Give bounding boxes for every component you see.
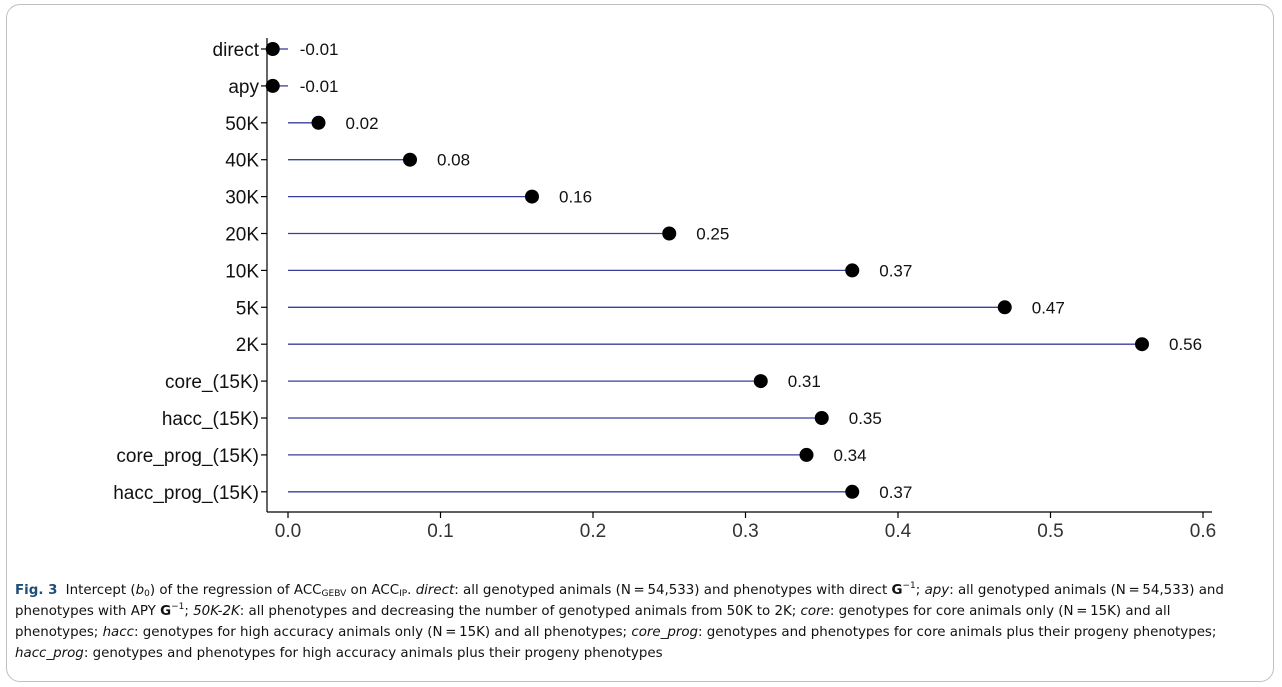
caption-subscript: IP (399, 589, 408, 599)
x-tick-label: 0.5 (1037, 521, 1063, 542)
y-tick-label: direct (213, 40, 260, 61)
caption-text: : all genotyped animals (N = 54,533) and… (15, 583, 1224, 619)
caption-text: : all genotyped animals (N = 54,533) and… (454, 583, 892, 598)
caption-symbol: b (135, 583, 145, 598)
lollipop-point (662, 226, 677, 241)
caption-text: : all phenotypes and decreasing the numb… (239, 604, 801, 619)
y-tick-label: 10K (225, 261, 259, 282)
lollipop-point (265, 78, 280, 93)
y-tick-label: 50K (225, 114, 259, 135)
value-label: 0.37 (879, 261, 912, 280)
caption-text: : genotypes for high accuracy animals on… (133, 625, 632, 640)
value-label: 0.31 (788, 372, 821, 391)
caption-text: : genotypes and phenotypes for core anim… (698, 625, 1217, 640)
lollipop-point (845, 484, 860, 499)
caption-text: on ACC (346, 583, 400, 598)
value-label: 0.47 (1032, 298, 1065, 317)
lollipop-chart: 0.0 0.1 0.2 0.3 0.4 0.5 0.6 direct -0.01 apy -0.01… (113, 38, 1216, 542)
caption-matrix: G (160, 604, 172, 619)
value-label: -0.01 (300, 77, 339, 96)
caption-term: direct (415, 583, 455, 598)
caption-term: 50K-2K (193, 604, 240, 619)
caption-term: core_prog (631, 625, 699, 640)
caption-text: : genotypes and phenotypes for high accu… (83, 646, 663, 661)
caption-text: Intercept ( (65, 583, 136, 598)
lollipop-point (845, 263, 860, 278)
caption-matrix: G (891, 583, 903, 598)
y-tick-label: 20K (225, 225, 259, 246)
value-label: 0.16 (559, 188, 592, 207)
lollipop-point (525, 189, 539, 204)
caption-text: ; (915, 583, 925, 598)
figure-frame (6, 4, 1274, 682)
x-tick-label: 0.2 (580, 521, 606, 542)
y-tick-label: core_(15K) (165, 372, 259, 393)
x-tick-label: 0.6 (1190, 521, 1216, 542)
figure-caption: Fig. 3 Intercept (b0) of the regression … (15, 580, 1255, 664)
x-tick-label: 0.4 (885, 521, 912, 542)
lollipop-point (1135, 337, 1149, 352)
y-tick-label: core_prog_(15K) (116, 446, 259, 467)
caption-term: hacc (102, 625, 134, 640)
lollipop-point (753, 374, 768, 389)
figure-label: Fig. 3 (15, 583, 58, 598)
value-label: 0.08 (437, 151, 470, 170)
y-tick-label: 40K (225, 151, 259, 172)
caption-text: : genotypes for core animals only (N = 1… (15, 604, 1171, 640)
caption-subscript: GEBV (321, 589, 347, 599)
y-tick-label: hacc_(15K) (162, 409, 259, 430)
x-tick-label: 0.3 (732, 521, 758, 542)
value-label: -0.01 (300, 40, 339, 59)
caption-superscript: −1 (902, 581, 916, 591)
lollipop-point (311, 115, 326, 130)
caption-text: ; (184, 604, 194, 619)
value-label: 0.25 (696, 225, 729, 244)
caption-subscript: 0 (144, 589, 150, 599)
value-label: 0.56 (1169, 335, 1202, 354)
caption-superscript: −1 (171, 602, 185, 612)
value-label: 0.34 (834, 446, 867, 465)
value-label: 0.37 (879, 483, 912, 502)
caption-text: ) of the regression of ACC (149, 583, 322, 598)
x-tick-label: 0.0 (275, 521, 301, 542)
y-tick-label: hacc_prog_(15K) (113, 483, 259, 504)
caption-term: hacc_prog (15, 646, 84, 661)
caption-text: . (407, 583, 416, 598)
y-tick-label: apy (228, 77, 259, 98)
value-label: 0.02 (346, 114, 379, 133)
caption-term: core (800, 604, 830, 619)
lollipop-point (403, 152, 417, 167)
value-label: 0.35 (849, 409, 882, 428)
lollipop-point (265, 42, 280, 56)
y-tick-label: 2K (236, 335, 260, 356)
caption-term: apy (924, 583, 950, 598)
lollipop-point (997, 300, 1012, 315)
x-tick-label: 0.1 (427, 521, 453, 542)
y-tick-label: 5K (236, 298, 260, 319)
lollipop-point (799, 447, 814, 462)
lollipop-point (814, 411, 829, 425)
y-tick-label: 30K (225, 188, 259, 209)
